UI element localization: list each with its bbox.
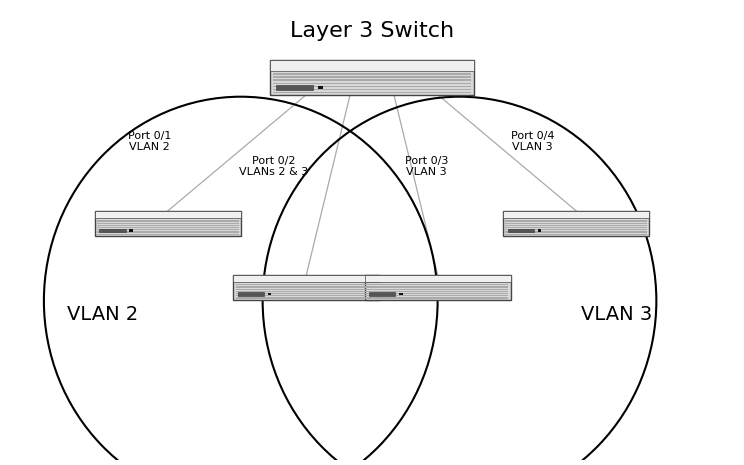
Text: VLAN 3: VLAN 3 [580,305,652,324]
Bar [503,211,649,236]
Text: Port 0/2
VLANs 2 & 3: Port 0/2 VLANs 2 & 3 [239,156,308,177]
Text: Port 0/3
VLAN 3: Port 0/3 VLAN 3 [405,156,449,177]
Bar [507,229,534,232]
Bar [236,293,377,294]
Text: Port 0/1
VLAN 2: Port 0/1 VLAN 2 [128,131,171,152]
Bar [369,292,395,296]
Bar [399,293,403,295]
Bar [365,275,510,300]
Bar [273,76,471,78]
Bar [97,227,239,228]
Bar [367,286,508,288]
Bar [367,293,508,294]
Bar [273,86,471,87]
Bar [273,82,471,84]
Bar [234,275,379,300]
Bar [273,92,471,93]
Bar [505,227,647,228]
Bar [505,229,647,231]
Bar [273,80,471,81]
Bar [236,298,377,299]
Bar [505,234,647,235]
Bar [236,289,377,290]
Bar [270,60,474,95]
Bar [273,88,471,90]
Bar [505,223,647,224]
Bar [238,292,264,296]
Bar [503,211,649,219]
Bar [97,225,239,226]
Bar [95,211,241,219]
Text: Layer 3 Switch: Layer 3 Switch [290,21,454,41]
Bar [97,234,239,235]
Bar [268,293,272,295]
Bar [97,220,239,222]
Bar [270,60,474,71]
Bar [99,229,126,232]
Bar [367,284,508,286]
Bar [318,86,323,89]
Bar [367,298,508,299]
Bar [236,295,377,297]
Bar [367,295,508,297]
Text: Port 0/4
VLAN 3: Port 0/4 VLAN 3 [510,131,554,152]
Text: VLAN 2: VLAN 2 [67,305,138,324]
Bar [236,284,377,286]
Bar [236,286,377,288]
Bar [367,289,508,290]
Bar [273,73,471,75]
Bar [97,229,239,231]
Bar [276,85,312,90]
Bar [537,229,541,232]
Bar [365,275,510,282]
Bar [505,220,647,222]
Bar [505,225,647,226]
Bar [236,291,377,292]
Bar [129,229,133,232]
Bar [234,275,379,282]
Bar [97,223,239,224]
Bar [367,291,508,292]
Bar [95,211,241,236]
